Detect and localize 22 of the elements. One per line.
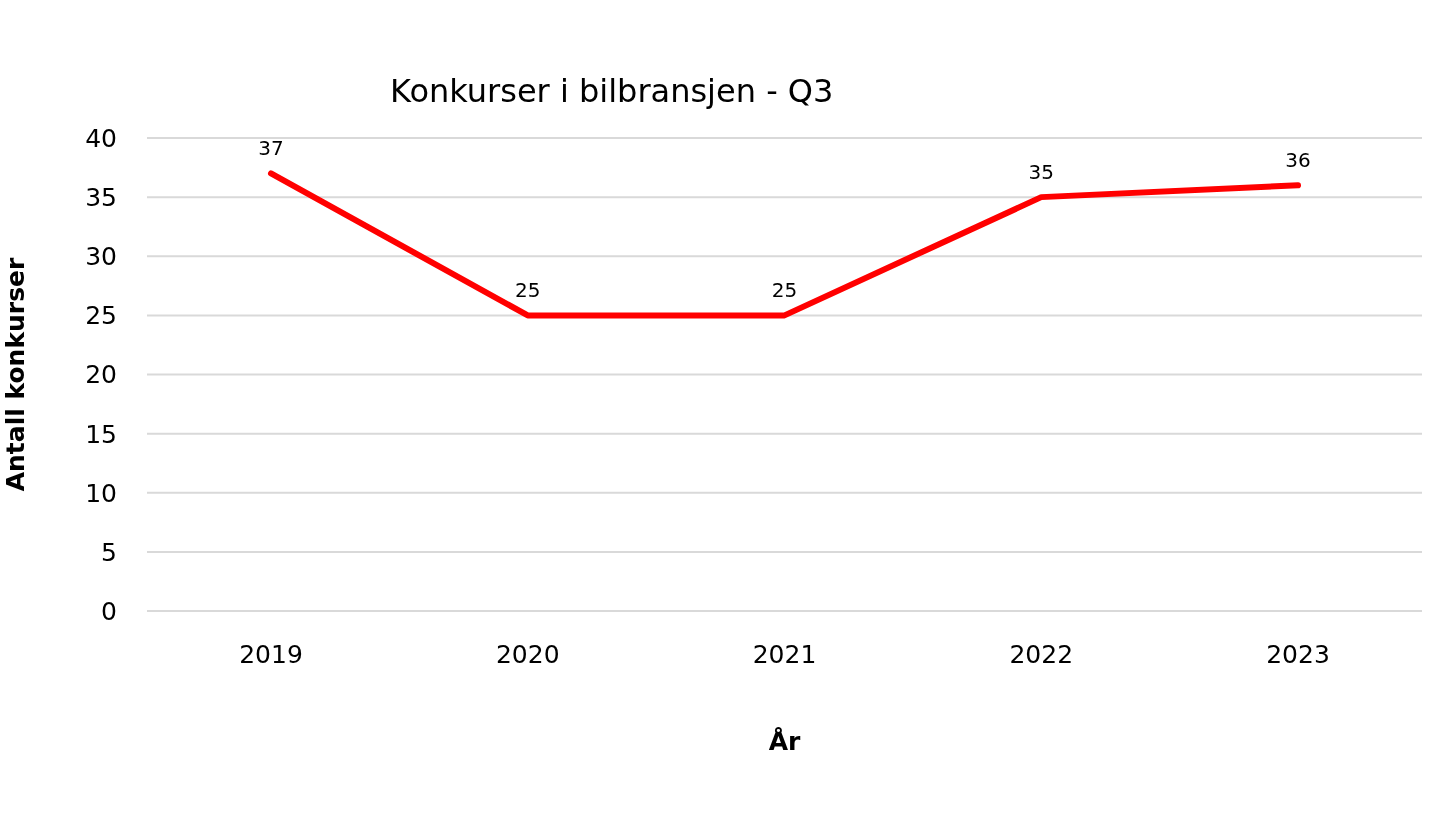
- y-axis-title: Antall konkurser: [0, 257, 30, 492]
- data-label: 36: [1285, 148, 1311, 173]
- data-label: 25: [515, 278, 541, 303]
- y-tick-label: 5: [101, 537, 117, 567]
- x-tick-label: 2021: [752, 639, 817, 669]
- x-axis-title: År: [768, 727, 801, 756]
- y-tick-label: 15: [85, 419, 117, 449]
- y-tick-label: 0: [101, 596, 117, 626]
- y-tick-label: 10: [85, 478, 117, 508]
- data-label: 25: [771, 278, 798, 303]
- x-tick-label: 2020: [495, 639, 560, 669]
- x-tick-label: 2023: [1266, 639, 1330, 669]
- y-tick-label: 40: [85, 123, 117, 153]
- data-label: 37: [258, 136, 284, 161]
- x-tick-label: 2022: [1009, 639, 1074, 669]
- data-label: 35: [1028, 160, 1054, 185]
- y-tick-label: 35: [85, 183, 117, 212]
- y-tick-label: 30: [85, 242, 117, 272]
- x-tick-label: 2019: [239, 639, 303, 669]
- y-tick-label: 25: [85, 301, 117, 331]
- chart-title: Konkurser i bilbransjen - Q3: [390, 72, 834, 110]
- y-tick-label: 20: [85, 360, 117, 390]
